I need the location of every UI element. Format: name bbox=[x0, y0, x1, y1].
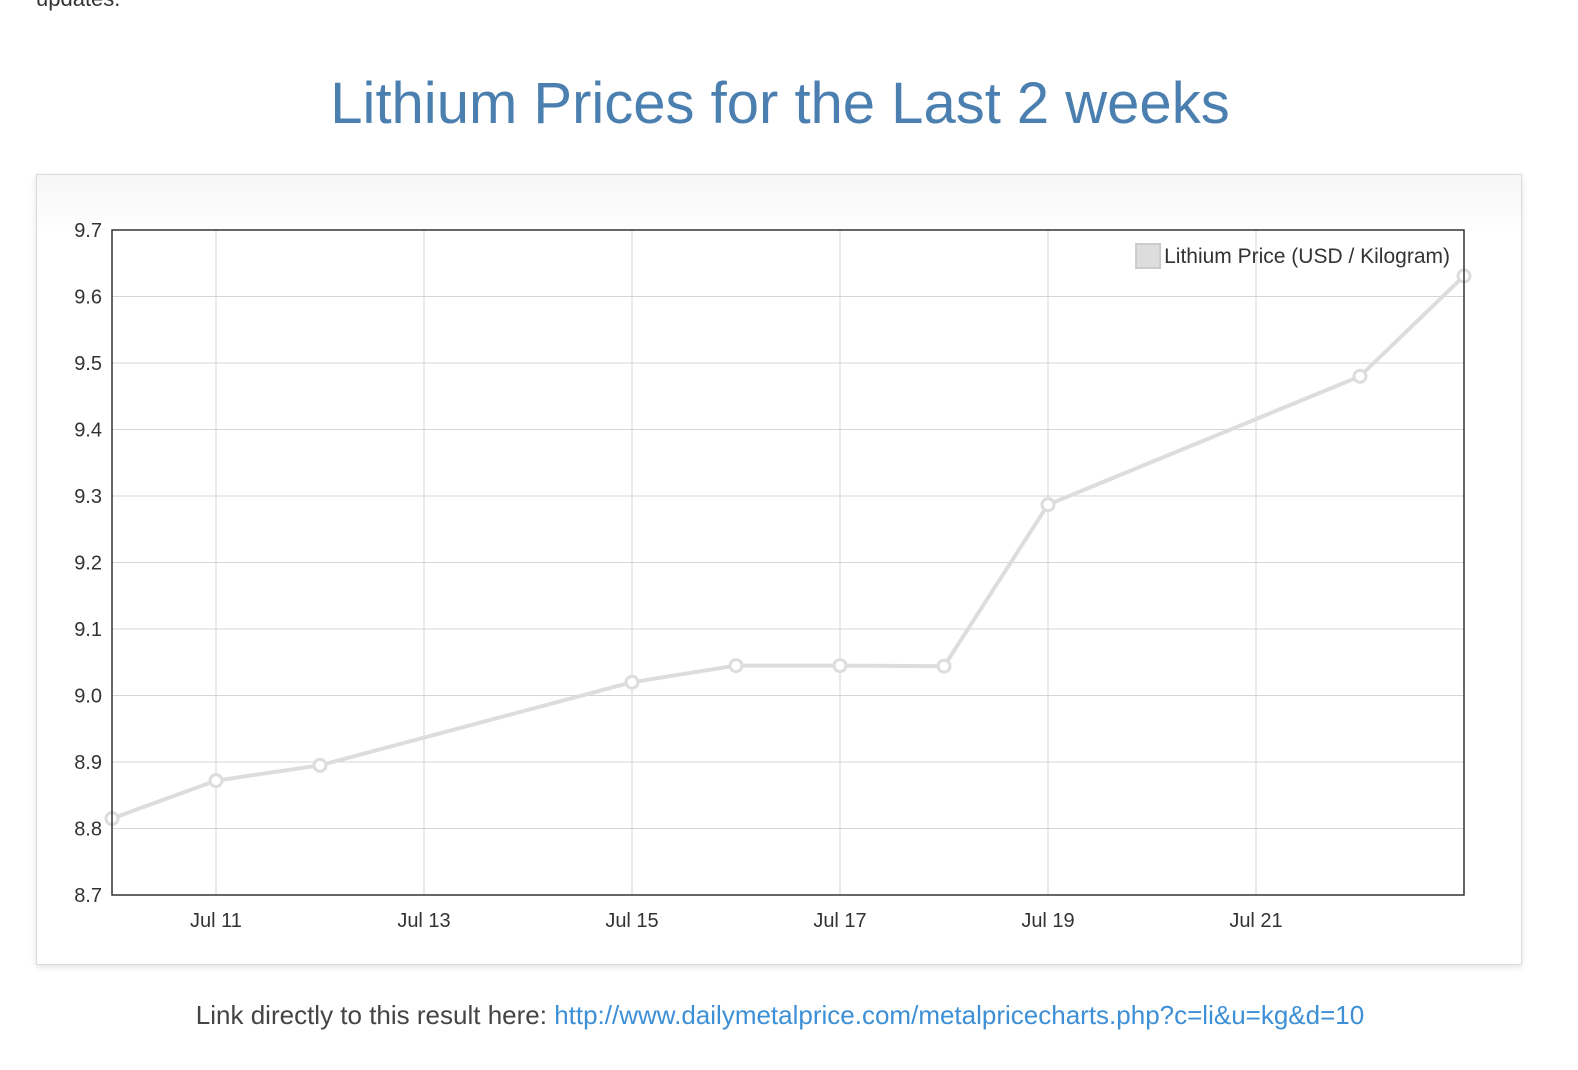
page-title: Lithium Prices for the Last 2 weeks bbox=[330, 71, 1230, 136]
data-point[interactable] bbox=[624, 674, 640, 690]
y-tick-label: 8.8 bbox=[74, 819, 102, 841]
x-tick-label: Jul 13 bbox=[397, 910, 450, 932]
y-tick-label: 9.5 bbox=[74, 353, 102, 375]
axis-labels: 8.7 8.8 8.9 9.0 9.1 9.2 9.3 9.4 9.5 9.6 9.7 Jul 11 J… bbox=[74, 220, 1283, 932]
series-line bbox=[111, 274, 1466, 821]
y-tick-label: 8.7 bbox=[74, 885, 102, 907]
price-chart: 8.7 8.8 8.9 9.0 9.1 9.2 9.3 9.4 9.5 9.6 9.7 Jul 11 J… bbox=[74, 220, 1472, 932]
y-tick-label: 9.4 bbox=[74, 420, 102, 442]
permalink-link[interactable]: http://www.dailymetalprice.com/metalpric… bbox=[554, 1000, 1365, 1030]
x-tick-label: Jul 21 bbox=[1229, 910, 1282, 932]
legend[interactable]: Lithium Price (USD / Kilogram) bbox=[1135, 243, 1450, 269]
x-tick-label: Jul 19 bbox=[1021, 910, 1074, 932]
data-point[interactable] bbox=[1040, 497, 1056, 513]
data-point[interactable] bbox=[312, 757, 328, 773]
data-point[interactable] bbox=[208, 773, 224, 789]
data-point[interactable] bbox=[936, 658, 952, 674]
x-tick-label: Jul 17 bbox=[813, 910, 866, 932]
data-point[interactable] bbox=[832, 658, 848, 674]
permalink-prefix: Link directly to this result here: bbox=[195, 1000, 547, 1030]
chart-panel: 8.7 8.8 8.9 9.0 9.1 9.2 9.3 9.4 9.5 9.6 9.7 Jul 11 J… bbox=[36, 174, 1522, 965]
y-tick-label: 9.6 bbox=[74, 287, 102, 309]
x-tick-label: Jul 15 bbox=[605, 910, 658, 932]
permalink-line: Link directly to this result here: http:… bbox=[0, 1000, 1560, 1031]
data-point[interactable] bbox=[1352, 368, 1368, 384]
plot-border bbox=[111, 229, 1465, 896]
y-tick-label: 9.1 bbox=[74, 619, 102, 641]
y-tick-label: 9.3 bbox=[74, 486, 102, 508]
previous-paragraph-fragment: updates. bbox=[36, 0, 120, 12]
y-tick-label: 9.0 bbox=[74, 686, 102, 708]
x-tick-label: Jul 11 bbox=[190, 910, 242, 932]
y-tick-label: 9.7 bbox=[74, 220, 102, 242]
data-point[interactable] bbox=[728, 658, 744, 674]
y-tick-label: 9.2 bbox=[74, 553, 102, 575]
y-tick-label: 8.9 bbox=[74, 752, 102, 774]
legend-swatch bbox=[1135, 243, 1162, 269]
legend-label: Lithium Price (USD / Kilogram) bbox=[1164, 245, 1450, 268]
